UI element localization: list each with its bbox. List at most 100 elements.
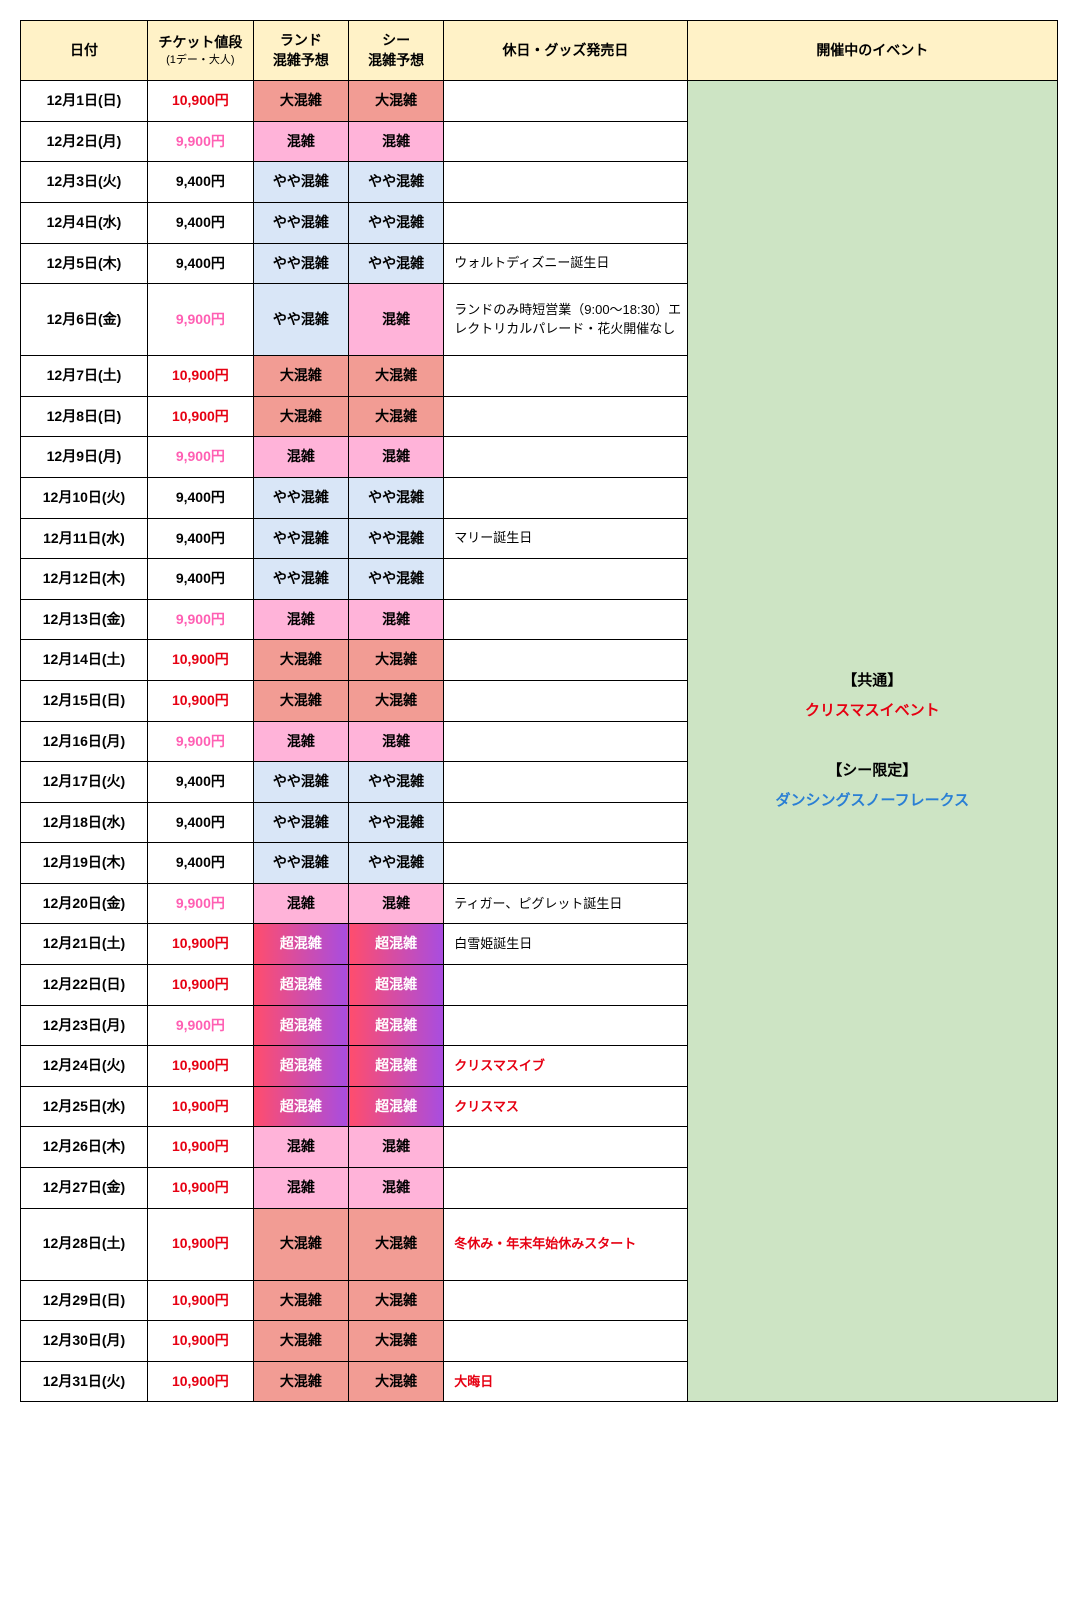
cell-land-crowd: 大混雑 <box>253 640 348 681</box>
cell-sea-crowd: やや混雑 <box>349 162 444 203</box>
cell-land-crowd: 超混雑 <box>253 924 348 965</box>
cell-date: 12月9日(月) <box>21 437 148 478</box>
cell-sea-crowd: 大混雑 <box>349 1208 444 1280</box>
cell-holiday <box>444 202 687 243</box>
cell-sea-crowd: やや混雑 <box>349 202 444 243</box>
cell-date: 12月26日(木) <box>21 1127 148 1168</box>
cell-holiday <box>444 640 687 681</box>
cell-land-crowd: 超混雑 <box>253 965 348 1006</box>
cell-price: 9,400円 <box>147 477 253 518</box>
cell-land-crowd: 大混雑 <box>253 356 348 397</box>
cell-land-crowd: 混雑 <box>253 883 348 924</box>
cell-price: 10,900円 <box>147 1046 253 1087</box>
table-body: 12月1日(日)10,900円大混雑大混雑【共通】クリスマスイベント【シー限定】… <box>21 81 1058 1402</box>
cell-land-crowd: 超混雑 <box>253 1046 348 1087</box>
cell-land-crowd: やや混雑 <box>253 559 348 600</box>
cell-land-crowd: やや混雑 <box>253 762 348 803</box>
cell-holiday: 冬休み・年末年始休みスタート <box>444 1208 687 1280</box>
cell-price: 10,900円 <box>147 1127 253 1168</box>
cell-event-block: 【共通】クリスマスイベント【シー限定】ダンシングスノーフレークス <box>687 81 1057 1402</box>
cell-holiday <box>444 81 687 122</box>
header-holiday: 休日・グッズ発売日 <box>444 21 687 81</box>
cell-holiday: 大晦日 <box>444 1361 687 1402</box>
header-land-main: ランド <box>280 32 322 48</box>
cell-price: 10,900円 <box>147 1086 253 1127</box>
cell-price: 10,900円 <box>147 965 253 1006</box>
cell-land-crowd: 大混雑 <box>253 396 348 437</box>
cell-sea-crowd: やや混雑 <box>349 843 444 884</box>
event-line-christmas: クリスマスイベント <box>805 702 940 719</box>
cell-land-crowd: 混雑 <box>253 121 348 162</box>
cell-land-crowd: 大混雑 <box>253 1321 348 1362</box>
cell-land-crowd: 大混雑 <box>253 680 348 721</box>
cell-holiday <box>444 477 687 518</box>
cell-sea-crowd: 混雑 <box>349 437 444 478</box>
cell-price: 9,400円 <box>147 162 253 203</box>
cell-land-crowd: 混雑 <box>253 437 348 478</box>
cell-holiday: クリスマス <box>444 1086 687 1127</box>
cell-land-crowd: やや混雑 <box>253 477 348 518</box>
cell-land-crowd: 混雑 <box>253 1127 348 1168</box>
cell-price: 9,900円 <box>147 1005 253 1046</box>
cell-holiday: クリスマスイブ <box>444 1046 687 1087</box>
cell-sea-crowd: 混雑 <box>349 284 444 356</box>
cell-date: 12月13日(金) <box>21 599 148 640</box>
header-land-sub: 混雑予想 <box>273 52 329 68</box>
cell-holiday <box>444 599 687 640</box>
cell-price: 9,900円 <box>147 437 253 478</box>
cell-land-crowd: やや混雑 <box>253 243 348 284</box>
cell-price: 10,900円 <box>147 1168 253 1209</box>
cell-holiday <box>444 1168 687 1209</box>
cell-land-crowd: やや混雑 <box>253 162 348 203</box>
cell-holiday <box>444 802 687 843</box>
cell-sea-crowd: 超混雑 <box>349 1086 444 1127</box>
cell-sea-crowd: 混雑 <box>349 721 444 762</box>
cell-sea-crowd: 大混雑 <box>349 1280 444 1321</box>
cell-date: 12月25日(水) <box>21 1086 148 1127</box>
cell-land-crowd: 大混雑 <box>253 1361 348 1402</box>
cell-holiday <box>444 162 687 203</box>
cell-date: 12月29日(日) <box>21 1280 148 1321</box>
crowd-calendar-table: 日付 チケット値段 (1デー・大人) ランド 混雑予想 シー 混雑予想 休日・グ… <box>20 20 1058 1402</box>
cell-date: 12月30日(月) <box>21 1321 148 1362</box>
cell-sea-crowd: 超混雑 <box>349 1046 444 1087</box>
header-sea: シー 混雑予想 <box>349 21 444 81</box>
cell-land-crowd: やや混雑 <box>253 202 348 243</box>
cell-date: 12月27日(金) <box>21 1168 148 1209</box>
cell-date: 12月6日(金) <box>21 284 148 356</box>
cell-date: 12月10日(火) <box>21 477 148 518</box>
cell-land-crowd: 混雑 <box>253 1168 348 1209</box>
cell-price: 9,400円 <box>147 802 253 843</box>
cell-sea-crowd: 混雑 <box>349 1127 444 1168</box>
cell-land-crowd: 大混雑 <box>253 81 348 122</box>
cell-holiday: ウォルトディズニー誕生日 <box>444 243 687 284</box>
cell-sea-crowd: 超混雑 <box>349 965 444 1006</box>
cell-holiday <box>444 762 687 803</box>
cell-sea-crowd: 大混雑 <box>349 1361 444 1402</box>
cell-holiday <box>444 680 687 721</box>
cell-holiday <box>444 843 687 884</box>
cell-holiday <box>444 1280 687 1321</box>
cell-land-crowd: 大混雑 <box>253 1280 348 1321</box>
cell-sea-crowd: 超混雑 <box>349 1005 444 1046</box>
cell-price: 10,900円 <box>147 1280 253 1321</box>
header-row: 日付 チケット値段 (1デー・大人) ランド 混雑予想 シー 混雑予想 休日・グ… <box>21 21 1058 81</box>
cell-price: 9,900円 <box>147 284 253 356</box>
cell-price: 10,900円 <box>147 924 253 965</box>
cell-sea-crowd: 混雑 <box>349 599 444 640</box>
cell-price: 10,900円 <box>147 356 253 397</box>
cell-holiday <box>444 721 687 762</box>
cell-land-crowd: 超混雑 <box>253 1005 348 1046</box>
cell-date: 12月20日(金) <box>21 883 148 924</box>
cell-date: 12月5日(木) <box>21 243 148 284</box>
cell-holiday <box>444 559 687 600</box>
cell-price: 9,900円 <box>147 121 253 162</box>
cell-date: 12月7日(土) <box>21 356 148 397</box>
cell-holiday <box>444 1321 687 1362</box>
cell-sea-crowd: 大混雑 <box>349 396 444 437</box>
cell-holiday: マリー誕生日 <box>444 518 687 559</box>
cell-land-crowd: やや混雑 <box>253 284 348 356</box>
event-line-common-label: 【共通】 <box>842 672 902 689</box>
cell-date: 12月23日(月) <box>21 1005 148 1046</box>
cell-sea-crowd: やや混雑 <box>349 762 444 803</box>
